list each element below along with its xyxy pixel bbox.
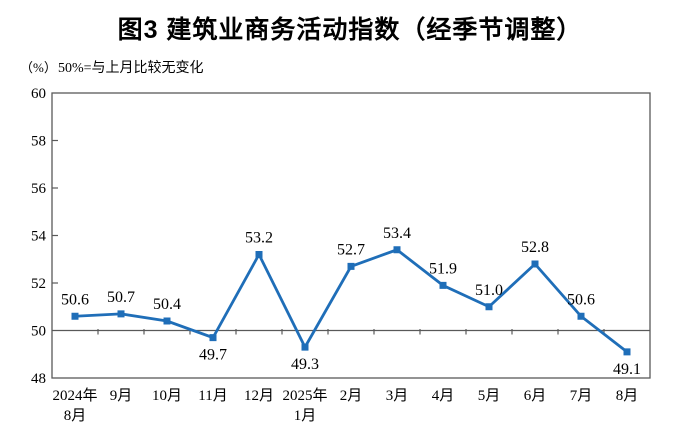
x-axis-category-label: 3月 — [386, 388, 409, 404]
data-point-label: 50.6 — [567, 291, 595, 308]
data-point-label: 49.3 — [291, 356, 319, 373]
plot-border — [51, 92, 651, 379]
data-point-label: 51.0 — [475, 282, 503, 299]
data-point-marker — [577, 312, 585, 320]
chart-note: 50%=与上月比较无变化 — [58, 61, 204, 76]
x-axis-category-label: 11月 — [198, 388, 227, 404]
data-point-label: 50.4 — [153, 296, 181, 313]
data-point-marker — [71, 312, 79, 320]
data-point-marker — [623, 348, 631, 356]
x-axis-category-label: 2月 — [340, 388, 363, 404]
x-axis-category-label: 10月 — [152, 388, 182, 404]
y-axis-tick-label: 58 — [31, 134, 46, 150]
y-axis-tick-label: 54 — [31, 229, 47, 245]
data-point-label: 49.7 — [199, 347, 227, 364]
data-point-label: 51.9 — [429, 260, 457, 277]
data-point-marker — [163, 317, 171, 325]
data-point-label: 53.2 — [245, 230, 273, 247]
data-point-label: 53.4 — [383, 225, 411, 242]
y-axis-unit-label: （%） — [20, 60, 57, 75]
x-axis-category-label: 2025年 1月 — [282, 387, 327, 424]
y-axis-tick-label: 56 — [31, 181, 47, 197]
y-axis-tick-label: 60 — [31, 86, 46, 102]
data-point-marker — [209, 334, 217, 342]
data-point-marker — [439, 281, 447, 289]
x-axis-category-label: 9月 — [110, 388, 133, 404]
data-point-marker — [393, 246, 401, 254]
x-axis-category-label: 6月 — [524, 388, 547, 404]
y-axis-tick-label: 52 — [31, 276, 46, 292]
data-point-label: 52.8 — [521, 239, 549, 256]
data-point-marker — [485, 303, 493, 311]
chart-title: 图3 建筑业商务活动指数（经季节调整） — [117, 16, 583, 44]
data-point-label: 50.7 — [107, 289, 135, 306]
x-axis-category-label: 5月 — [478, 388, 501, 404]
data-point-label: 49.1 — [613, 361, 641, 378]
data-point-marker — [255, 251, 263, 258]
y-axis-tick-label: 48 — [31, 371, 46, 387]
x-axis-category-label: 12月 — [244, 388, 274, 404]
data-point-marker — [301, 343, 309, 351]
x-axis-category-label: 2024年 8月 — [52, 387, 97, 424]
x-axis-category-label: 4月 — [432, 388, 455, 404]
data-point-marker — [347, 262, 355, 270]
data-point-label: 50.6 — [61, 291, 89, 308]
x-axis-category-label: 8月 — [616, 388, 639, 404]
x-axis-category-label: 7月 — [570, 388, 593, 404]
y-axis-tick-label: 50 — [31, 324, 46, 340]
data-point-label: 52.7 — [337, 241, 365, 258]
data-point-marker — [117, 310, 125, 318]
data-point-marker — [531, 260, 539, 268]
